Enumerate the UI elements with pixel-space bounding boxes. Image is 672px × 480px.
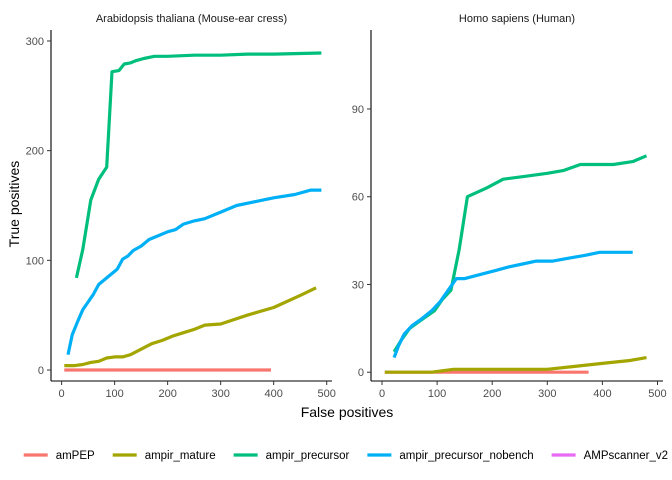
legend-label-ampep: amPEP: [56, 450, 95, 462]
panel2-x-tick-label: 300: [538, 388, 556, 400]
panel1-series-ampir-precursor: [74, 51, 322, 279]
panel2-x-tick-label: 400: [593, 388, 611, 400]
panel1-y-tick-label: 0: [38, 365, 44, 377]
panel2-x-tick-label: 0: [379, 388, 385, 400]
legend-item-ampir-mature: ampir_mature: [112, 450, 216, 462]
panel1-title: Arabidopsis thaliana (Mouse-ear cress): [96, 13, 287, 25]
panel-arabidopsis: Arabidopsis thaliana (Mouse-ear cress) 0 1…: [26, 13, 336, 400]
panel1-x-tick-label: 200: [158, 388, 176, 400]
panel2-y-tick-label: 90: [352, 104, 364, 116]
panel2-y-tick-label: 60: [352, 192, 364, 204]
legend-item-ampscanner-v2: AMPscanner_v2: [551, 450, 668, 462]
x-axis-title: False positives: [301, 404, 394, 420]
panel2-x-tick-label: 100: [428, 388, 446, 400]
panel1-y-tick-label: 100: [26, 255, 44, 267]
legend-item-ampep: amPEP: [23, 450, 95, 462]
legend-item-ampir-precursor-nobench: ampir_precursor_nobench: [367, 450, 534, 462]
panel1-x-tick-label: 500: [318, 388, 336, 400]
panel2-y-tick-label: 0: [358, 367, 364, 379]
panel1-x-tick-label: 100: [105, 388, 123, 400]
panel2-x-tick-label: 200: [483, 388, 501, 400]
panel2-series-ampir-mature: [384, 356, 647, 374]
legend-label-ampscanner-v2: AMPscanner_v2: [584, 450, 668, 462]
legend-label-ampir-precursor: ampir_precursor: [266, 450, 350, 462]
legend: amPEP ampir_mature ampir_precursor ampir_pr…: [23, 450, 668, 462]
panel1-y-tick-label: 300: [26, 36, 44, 48]
panel-homo-sapiens: Homo sapiens (Human) 0 30 60 90 0 100 200 300 400…: [352, 13, 667, 400]
panel1-series-ampir-precursor-nobench: [66, 188, 322, 356]
panel2-series-ampir-precursor-nobench: [392, 250, 633, 359]
legend-label-ampir-mature: ampir_mature: [145, 450, 216, 462]
panel1-x-tick-label: 400: [264, 388, 282, 400]
panel1-y-tick-label: 200: [26, 146, 44, 158]
panel2-title: Homo sapiens (Human): [459, 13, 575, 25]
panel2-y-tick-label: 30: [352, 279, 364, 291]
legend-label-ampir-precursor-nobench: ampir_precursor_nobench: [399, 450, 533, 462]
panel1-x-tick-label: 0: [59, 388, 65, 400]
panel1-series-ampir-mature: [64, 286, 317, 368]
legend-item-ampir-precursor: ampir_precursor: [233, 450, 350, 462]
panel1-x-tick-label: 300: [211, 388, 229, 400]
y-axis-title: True positives: [6, 161, 22, 248]
panel2-x-tick-label: 500: [648, 388, 666, 400]
